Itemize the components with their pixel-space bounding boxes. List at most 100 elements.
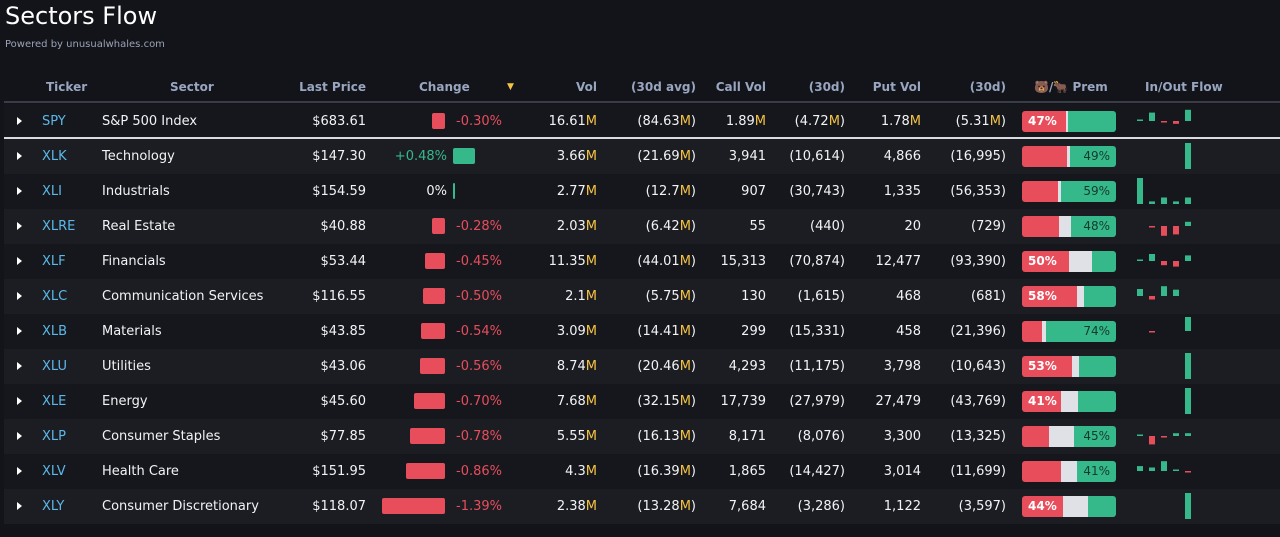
- prem-label: 47%: [1028, 114, 1057, 128]
- change-value: -0.54%: [456, 324, 502, 339]
- in-out-flow-chart: [1134, 314, 1194, 349]
- prem-label: 53%: [1028, 359, 1057, 373]
- value-vol: 2.1M: [565, 289, 597, 304]
- value-put30: (11,699): [950, 464, 1006, 479]
- unit-suffix: M: [679, 429, 691, 444]
- ticker[interactable]: XLB: [42, 324, 68, 339]
- table-row[interactable]: XLRE Real Estate $40.88 -0.28% 2.03M (6.42M) 5…: [4, 209, 1280, 244]
- ticker[interactable]: SPY: [42, 114, 66, 129]
- value-put: 458: [896, 324, 921, 339]
- table-row[interactable]: XLC Communication Services $116.55 -0.50% 2.…: [4, 279, 1280, 314]
- expand-caret-icon[interactable]: [17, 152, 22, 160]
- ticker[interactable]: XLI: [42, 184, 62, 199]
- table-row[interactable]: XLK Technology $147.30 +0.48% 3.66M (21.69M) 3…: [4, 139, 1280, 174]
- col-call-30d[interactable]: (30d): [808, 80, 845, 94]
- in-out-flow-chart: [1134, 279, 1194, 314]
- prem-bear-segment: [1022, 286, 1077, 307]
- table-row[interactable]: SPY S&P 500 Index $683.61 -0.30% 16.61M (84.6…: [4, 104, 1280, 139]
- unit-suffix: M: [585, 254, 597, 269]
- expand-caret-icon[interactable]: [17, 432, 22, 440]
- unit-suffix: M: [585, 219, 597, 234]
- prem-bull-segment: [1068, 111, 1116, 132]
- expand-caret-icon[interactable]: [17, 327, 22, 335]
- flow-bar: [1137, 289, 1143, 296]
- sort-desc-icon[interactable]: ▼: [507, 82, 514, 92]
- col-flow[interactable]: In/Out Flow: [1145, 80, 1223, 94]
- prem-bar: 74%: [1022, 321, 1116, 342]
- prem-neutral-segment: [1060, 461, 1078, 482]
- table-row[interactable]: XLY Consumer Discretionary $118.07 -1.39% 2.…: [4, 489, 1280, 524]
- col-put-vol[interactable]: Put Vol: [872, 80, 921, 94]
- ticker[interactable]: XLC: [42, 289, 68, 304]
- ticker[interactable]: XLY: [42, 499, 65, 514]
- change-bar: [419, 358, 445, 374]
- last-price: $118.07: [312, 499, 366, 514]
- in-out-flow-chart: [1134, 139, 1194, 174]
- flow-bar: [1161, 461, 1167, 471]
- table-row[interactable]: XLP Consumer Staples $77.85 -0.78% 5.55M (16.…: [4, 419, 1280, 454]
- table-row[interactable]: XLU Utilities $43.06 -0.56% 8.74M (20.46M) 4,2…: [4, 349, 1280, 384]
- expand-caret-icon[interactable]: [17, 117, 22, 125]
- value-vol30: (44.01M): [637, 254, 696, 269]
- expand-caret-icon[interactable]: [17, 257, 22, 265]
- expand-caret-icon[interactable]: [17, 292, 22, 300]
- unit-suffix: M: [679, 184, 691, 199]
- last-price: $77.85: [320, 429, 367, 444]
- value-call30: (440): [810, 219, 845, 234]
- col-vol[interactable]: Vol: [576, 80, 597, 94]
- prem-bull-segment: [1091, 251, 1116, 272]
- ticker[interactable]: XLF: [42, 254, 66, 269]
- expand-caret-icon[interactable]: [17, 187, 22, 195]
- value-put30: (5.31M): [955, 114, 1006, 129]
- col-call-vol[interactable]: Call Vol: [715, 80, 766, 94]
- flow-bar: [1185, 143, 1191, 169]
- value-vol30: (13.28M): [637, 499, 696, 514]
- col-ticker[interactable]: Ticker: [46, 80, 88, 94]
- in-out-flow-chart: [1134, 384, 1194, 419]
- sector-name: Materials: [102, 324, 162, 339]
- sector-name: Consumer Staples: [102, 429, 221, 444]
- last-price: $147.30: [312, 149, 366, 164]
- expand-caret-icon[interactable]: [17, 467, 22, 475]
- unit-suffix: M: [679, 394, 691, 409]
- prem-bull-segment: [1087, 496, 1116, 517]
- prem-neutral-segment: [1057, 181, 1061, 202]
- value-put30: (3,597): [958, 499, 1006, 514]
- last-price: $116.55: [312, 289, 366, 304]
- table-row[interactable]: XLF Financials $53.44 -0.45% 11.35M (44.01M) 1…: [4, 244, 1280, 279]
- col-put-30d[interactable]: (30d): [969, 80, 1006, 94]
- col-last-price[interactable]: Last Price: [299, 80, 366, 94]
- prem-bull-segment: [1046, 321, 1116, 342]
- value-vol30: (5.75M): [645, 289, 696, 304]
- ticker[interactable]: XLE: [42, 394, 67, 409]
- table-row[interactable]: XLE Energy $45.60 -0.70% 7.68M (32.15M) 17,739…: [4, 384, 1280, 419]
- value-call30: (10,614): [789, 149, 845, 164]
- ticker[interactable]: XLU: [42, 359, 68, 374]
- prem-bar: 41%: [1022, 391, 1116, 412]
- expand-caret-icon[interactable]: [17, 362, 22, 370]
- col-vol-30d[interactable]: (30d avg): [631, 80, 696, 94]
- value-call30: (15,331): [789, 324, 845, 339]
- value-put: 1.78M: [880, 114, 921, 129]
- expand-caret-icon[interactable]: [17, 502, 22, 510]
- prem-bull-segment: [1060, 181, 1116, 202]
- col-prem[interactable]: 🐻/🐂 Prem: [1034, 80, 1108, 94]
- ticker[interactable]: XLRE: [42, 219, 76, 234]
- ticker[interactable]: XLK: [42, 149, 67, 164]
- ticker[interactable]: XLV: [42, 464, 66, 479]
- table-row[interactable]: XLB Materials $43.85 -0.54% 3.09M (14.41M) 299…: [4, 314, 1280, 349]
- prem-neutral-segment: [1049, 426, 1074, 447]
- prem-bull-segment: [1073, 426, 1116, 447]
- table-row[interactable]: XLI Industrials $154.59 0% 2.77M (12.7M) 907 (3…: [4, 174, 1280, 209]
- table-row[interactable]: XLV Health Care $151.95 -0.86% 4.3M (16.39M) 1…: [4, 454, 1280, 489]
- value-call30: (30,743): [789, 184, 845, 199]
- value-put30: (21,396): [950, 324, 1006, 339]
- expand-caret-icon[interactable]: [17, 397, 22, 405]
- value-vol30: (12.7M): [645, 184, 696, 199]
- unit-suffix: M: [989, 114, 1001, 129]
- expand-caret-icon[interactable]: [17, 222, 22, 230]
- prem-bear-segment: [1022, 216, 1059, 237]
- col-sector[interactable]: Sector: [170, 80, 214, 94]
- col-change[interactable]: Change: [419, 80, 470, 94]
- ticker[interactable]: XLP: [42, 429, 66, 444]
